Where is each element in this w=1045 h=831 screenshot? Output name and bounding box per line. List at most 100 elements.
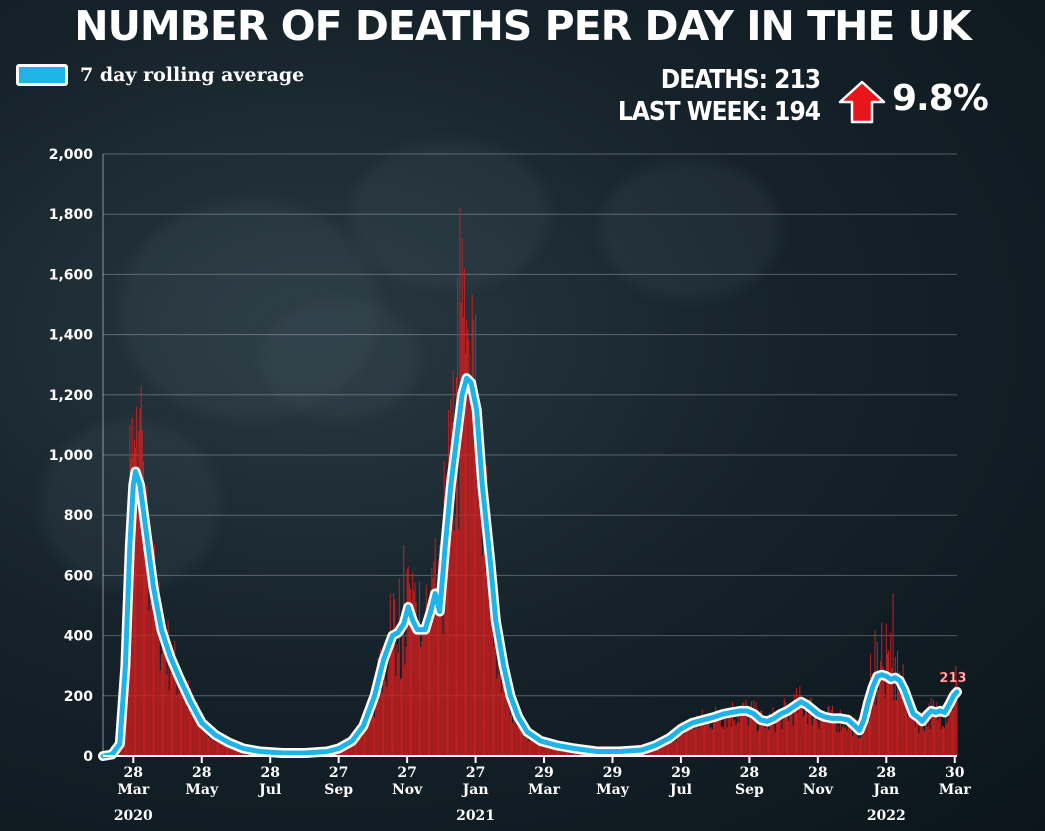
bar [929, 728, 931, 756]
bar [851, 717, 852, 756]
bar [396, 644, 398, 756]
y-tick-label: 1,800 [49, 207, 94, 223]
bar [847, 713, 849, 756]
bar [785, 706, 787, 756]
bar [518, 713, 520, 756]
bar [231, 746, 233, 756]
bar [469, 380, 471, 756]
bar [197, 720, 199, 756]
bar [781, 728, 783, 756]
bar [459, 208, 461, 756]
bar [158, 581, 160, 756]
bar [662, 743, 664, 756]
bar [858, 737, 860, 756]
bar [945, 711, 947, 756]
bar [784, 701, 786, 756]
bar [506, 657, 508, 756]
bar [810, 697, 812, 756]
x-tick-day: 27 [397, 765, 416, 781]
bar [144, 547, 145, 756]
bar [927, 726, 929, 756]
bar [817, 721, 819, 756]
bar [402, 637, 404, 756]
bar [145, 561, 147, 756]
bar [828, 705, 830, 756]
bar [909, 718, 911, 756]
bar [421, 641, 423, 756]
bar [425, 584, 427, 756]
bar [939, 713, 941, 756]
bar [683, 734, 685, 756]
bar [890, 632, 892, 756]
bar [387, 668, 389, 756]
x-tick-month: Sep [735, 782, 764, 798]
bar [710, 727, 712, 756]
bar [141, 430, 143, 756]
bar [667, 737, 668, 756]
bar [457, 277, 459, 756]
bar [142, 461, 144, 756]
bar [661, 740, 663, 756]
bar [756, 731, 758, 756]
bar [729, 715, 731, 756]
bar [379, 648, 381, 756]
bar [709, 728, 711, 756]
bar [772, 707, 774, 756]
bar [671, 731, 673, 756]
bar [860, 738, 861, 756]
bar [876, 641, 878, 756]
bar [545, 741, 547, 756]
bar [679, 727, 681, 756]
bar [407, 566, 409, 756]
y-tick-label: 800 [64, 508, 93, 524]
bar [688, 724, 690, 756]
x-tick-month: Mar [117, 782, 150, 798]
bar [904, 691, 906, 756]
bar [360, 735, 362, 756]
bar [544, 739, 546, 756]
bar [852, 736, 854, 756]
bar [845, 726, 847, 756]
bar [956, 681, 958, 756]
bar [916, 717, 918, 756]
bar [789, 705, 791, 756]
bar [393, 593, 395, 756]
bar [898, 690, 900, 756]
y-axis-ticks: 0 200 400 600 800 1,000 1,200 1,400 1,600 1,800 2,… [49, 147, 94, 765]
bar [692, 723, 694, 756]
bar [921, 723, 923, 756]
bar [504, 693, 506, 756]
bar [440, 546, 442, 756]
bar [422, 633, 424, 756]
bar [349, 740, 351, 756]
bar [863, 726, 865, 756]
bar [362, 733, 364, 756]
bar [799, 686, 801, 756]
bar [138, 430, 140, 756]
last-week-stat: LAST WEEK: 194 [617, 97, 821, 127]
bar [913, 714, 915, 756]
y-tick-label: 1,600 [49, 267, 94, 283]
bar [429, 604, 431, 756]
bar [151, 592, 153, 756]
bar [480, 499, 482, 756]
bar [174, 641, 176, 756]
bar [426, 603, 428, 756]
bar [452, 370, 454, 756]
bar [404, 664, 406, 756]
bar [526, 730, 528, 756]
bar [948, 711, 950, 756]
bar [146, 485, 148, 756]
bar [940, 729, 942, 756]
bar [230, 748, 232, 756]
bar [162, 630, 163, 756]
bar [562, 749, 564, 756]
bar [495, 581, 497, 756]
bar [147, 576, 149, 756]
x-tick-day: 28 [808, 765, 827, 781]
bar [411, 627, 413, 756]
y-tick-label: 0 [83, 749, 93, 765]
bar [448, 409, 450, 756]
x-tick-year: 2021 [456, 808, 495, 824]
bar [697, 727, 699, 756]
